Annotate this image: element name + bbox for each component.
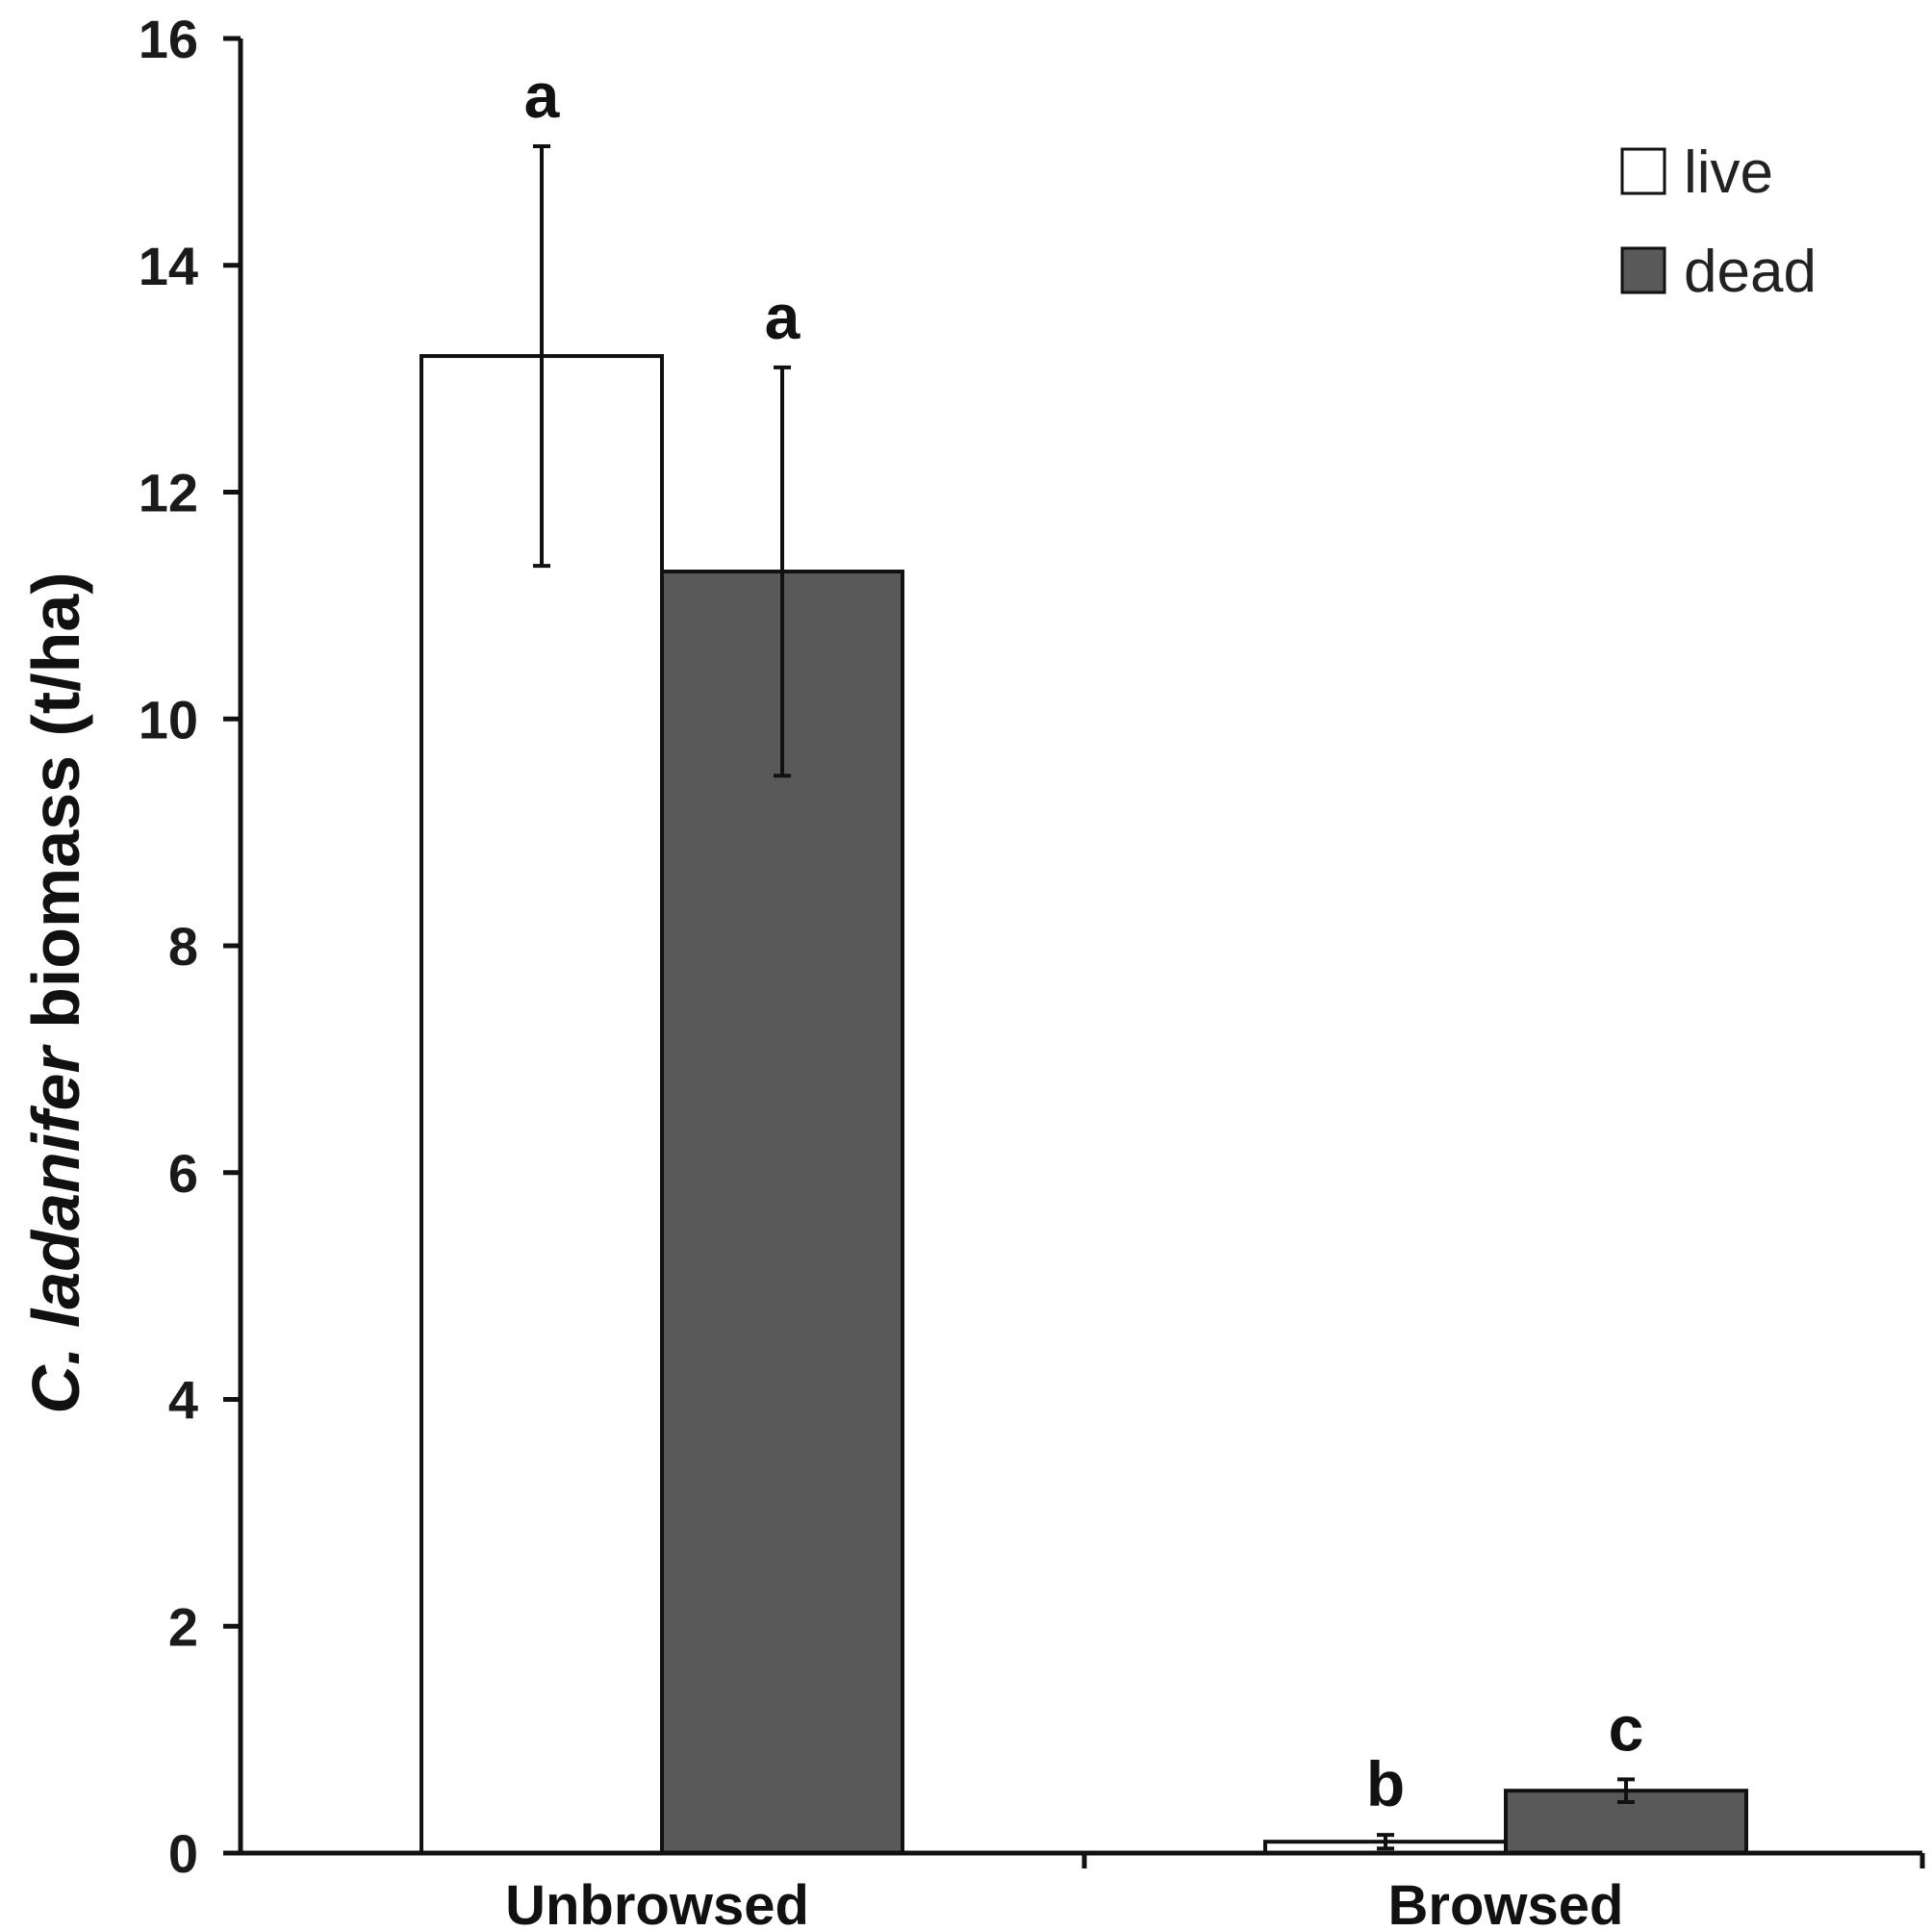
y-tick-label-2: 2 (168, 1596, 198, 1657)
y-tick-label-4: 4 (168, 1370, 198, 1431)
y-axis-label-italic: ladanifer (18, 1044, 93, 1329)
y-tick-label-6: 6 (168, 1143, 198, 1204)
y-tick-labels-group: 0 2 4 6 8 10 12 14 16 (139, 9, 198, 1884)
y-tick-label-10: 10 (139, 689, 198, 750)
x-category-label-browsed: Browsed (1388, 1874, 1624, 1931)
bar-live-unbrowsed (419, 354, 664, 1855)
y-tick-label-8: 8 (168, 916, 198, 977)
y-axis-label: C. ladanifer biomass (t/ha) (18, 572, 93, 1413)
y-tick-label-0: 0 (168, 1823, 198, 1884)
bars-group (419, 354, 1748, 1856)
legend-label-dead: dead (1684, 239, 1817, 305)
y-axis-label-suffix: biomass (t/ha) (18, 572, 93, 1047)
significance-letter-live-unbrowsed: a (524, 60, 561, 131)
legend-swatch-dead (1620, 246, 1666, 294)
significance-letter-dead-unbrowsed: a (765, 281, 801, 352)
significance-letter-live-browsed: b (1366, 1748, 1405, 1819)
error-bars-group (533, 143, 1635, 1851)
x-category-label-unbrowsed: Unbrowsed (505, 1874, 809, 1931)
x-category-labels-group: Unbrowsed Browsed (505, 1874, 1623, 1931)
legend: live dead (1620, 140, 1817, 305)
significance-letter-dead-browsed: c (1609, 1692, 1644, 1764)
y-tick-label-12: 12 (139, 463, 198, 523)
legend-label-live: live (1684, 140, 1773, 206)
axes-group (223, 36, 1925, 1868)
y-axis-label-prefix: C. (18, 1328, 93, 1413)
bar-dead-unbrowsed (660, 570, 904, 1856)
significance-letters-group: a b a c (524, 60, 1644, 1819)
legend-swatch-live (1620, 147, 1666, 195)
y-tick-label-16: 16 (139, 9, 198, 69)
y-tick-label-14: 14 (139, 236, 198, 296)
